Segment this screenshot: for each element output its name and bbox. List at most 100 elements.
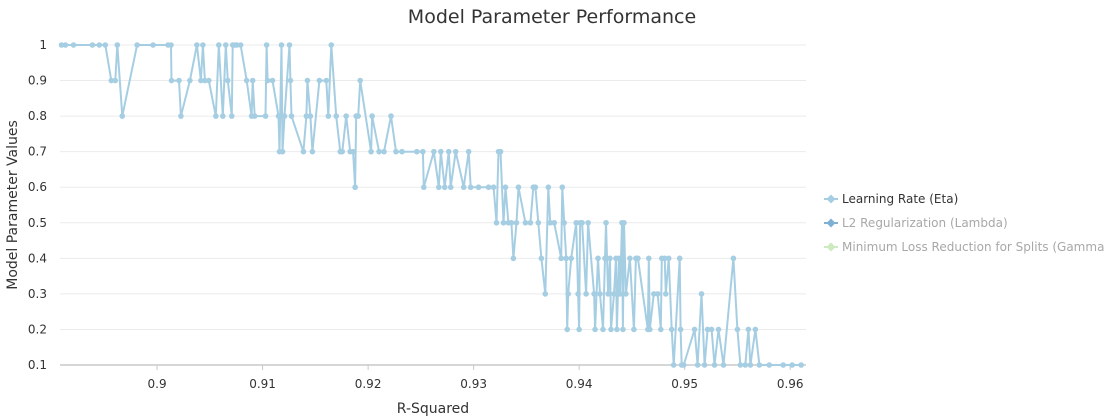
data-point[interactable] <box>264 77 271 84</box>
data-point[interactable] <box>381 148 387 155</box>
data-point[interactable] <box>592 326 598 333</box>
data-point[interactable] <box>508 219 515 226</box>
data-point[interactable] <box>623 291 629 297</box>
data-point[interactable] <box>583 291 589 297</box>
data-point[interactable] <box>325 113 332 119</box>
data-point[interactable] <box>670 362 677 368</box>
data-point[interactable] <box>510 255 517 262</box>
data-point[interactable] <box>490 184 497 191</box>
data-point[interactable] <box>399 148 405 155</box>
data-point[interactable] <box>585 219 591 226</box>
data-point[interactable] <box>431 148 437 155</box>
data-point[interactable] <box>752 326 759 333</box>
data-point[interactable] <box>303 113 310 119</box>
data-point[interactable] <box>535 219 542 226</box>
data-point[interactable] <box>611 291 617 297</box>
data-point[interactable] <box>621 219 627 226</box>
data-point[interactable] <box>564 326 571 333</box>
data-point[interactable] <box>542 291 549 297</box>
data-point[interactable] <box>742 362 749 368</box>
data-point[interactable] <box>194 42 200 48</box>
data-point[interactable] <box>62 42 69 48</box>
data-point[interactable] <box>288 113 295 119</box>
data-point[interactable] <box>350 148 356 155</box>
data-point[interactable] <box>616 255 622 262</box>
data-point[interactable] <box>452 148 459 155</box>
data-point[interactable] <box>603 219 609 226</box>
data-point[interactable] <box>304 77 311 84</box>
data-point[interactable] <box>737 362 744 368</box>
data-point[interactable] <box>708 326 715 333</box>
data-point[interactable] <box>694 362 701 368</box>
data-point[interactable] <box>595 255 601 262</box>
data-point[interactable] <box>591 291 597 297</box>
legend-item-1[interactable]: L2 Regularization (Lambda) <box>824 216 1008 230</box>
data-point[interactable] <box>287 77 294 84</box>
data-point[interactable] <box>216 42 222 48</box>
data-point[interactable] <box>704 326 711 333</box>
data-point[interactable] <box>213 113 219 119</box>
data-point[interactable] <box>720 362 727 368</box>
data-point[interactable] <box>620 326 626 333</box>
data-point[interactable] <box>112 77 119 84</box>
data-point[interactable] <box>178 113 184 119</box>
data-point[interactable] <box>70 42 77 48</box>
data-point[interactable] <box>747 362 754 368</box>
data-point[interactable] <box>668 326 675 333</box>
data-point[interactable] <box>445 148 452 155</box>
data-point[interactable] <box>579 219 585 226</box>
data-point[interactable] <box>605 291 611 297</box>
data-point[interactable] <box>119 113 126 119</box>
data-point[interactable] <box>200 42 206 48</box>
data-point[interactable] <box>300 148 307 155</box>
data-point[interactable] <box>467 184 474 191</box>
data-point[interactable] <box>654 291 661 297</box>
data-point[interactable] <box>339 148 346 155</box>
data-point[interactable] <box>269 77 276 84</box>
data-point[interactable] <box>237 42 244 48</box>
data-point[interactable] <box>698 291 705 297</box>
data-point[interactable] <box>249 77 256 84</box>
data-point[interactable] <box>756 362 763 368</box>
data-point[interactable] <box>352 184 358 191</box>
data-point[interactable] <box>551 219 558 226</box>
data-point[interactable] <box>343 113 349 119</box>
data-point[interactable] <box>658 326 664 333</box>
data-point[interactable] <box>420 148 426 155</box>
data-point[interactable] <box>662 291 669 297</box>
data-point[interactable] <box>205 77 212 84</box>
data-point[interactable] <box>279 148 286 155</box>
data-point[interactable] <box>647 326 653 333</box>
data-point[interactable] <box>355 113 361 119</box>
legend-item-0[interactable]: Learning Rate (Eta) <box>824 192 958 206</box>
data-point[interactable] <box>281 113 288 119</box>
data-point[interactable] <box>414 148 420 155</box>
data-point[interactable] <box>513 219 520 226</box>
data-point[interactable] <box>789 362 795 368</box>
data-point[interactable] <box>275 113 282 119</box>
data-point[interactable] <box>89 42 96 48</box>
data-point[interactable] <box>460 184 467 191</box>
data-point[interactable] <box>576 326 582 333</box>
data-point[interactable] <box>711 362 718 368</box>
data-point[interactable] <box>558 255 565 262</box>
data-point[interactable] <box>575 291 581 297</box>
data-point[interactable] <box>441 184 448 191</box>
data-point[interactable] <box>376 148 382 155</box>
data-point[interactable] <box>436 184 442 191</box>
data-point[interactable] <box>316 77 323 84</box>
data-point[interactable] <box>608 326 614 333</box>
data-point[interactable] <box>715 326 722 333</box>
data-point[interactable] <box>368 148 374 155</box>
data-point[interactable] <box>447 184 454 191</box>
data-point[interactable] <box>730 255 737 262</box>
data-point[interactable] <box>502 184 509 191</box>
data-point[interactable] <box>224 77 231 84</box>
data-point[interactable] <box>102 42 109 48</box>
data-point[interactable] <box>220 113 226 119</box>
data-point[interactable] <box>243 77 250 84</box>
data-point[interactable] <box>573 219 579 226</box>
data-point[interactable] <box>357 77 363 84</box>
data-point[interactable] <box>222 42 229 48</box>
data-point[interactable] <box>645 255 652 262</box>
